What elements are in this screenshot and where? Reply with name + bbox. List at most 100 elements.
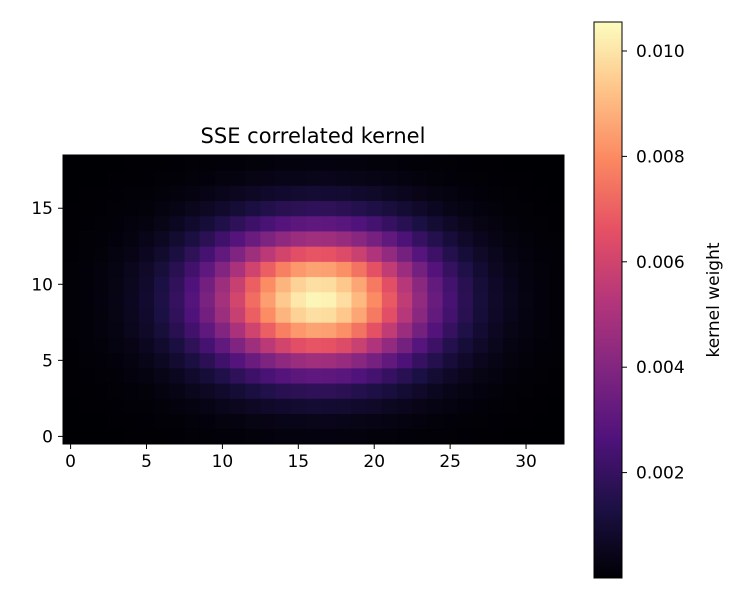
heatmap-cell	[397, 413, 413, 430]
heatmap-cell	[260, 322, 276, 338]
heatmap-cell	[230, 337, 246, 354]
heatmap-cell	[503, 352, 519, 369]
heatmap-cell	[154, 200, 170, 217]
heatmap-cell	[93, 352, 109, 369]
heatmap-cell	[366, 170, 383, 186]
heatmap-cell	[442, 428, 459, 445]
heatmap-cell	[169, 246, 185, 262]
heatmap-cell	[305, 185, 322, 202]
heatmap-cell	[78, 367, 94, 384]
heatmap-cell	[184, 231, 201, 247]
heatmap-cell	[321, 261, 337, 278]
heatmap-cell	[230, 322, 246, 338]
heatmap-cell	[472, 337, 489, 354]
heatmap-cell	[245, 322, 261, 338]
heatmap-cell	[336, 307, 352, 323]
heatmap-cell	[230, 413, 246, 430]
heatmap-cell	[397, 307, 413, 323]
heatmap-cell	[366, 413, 383, 430]
heatmap-cell	[169, 322, 185, 338]
heatmap-cell	[199, 276, 216, 293]
heatmap-cell	[108, 352, 125, 369]
heatmap-cell	[63, 337, 79, 354]
heatmap-cell	[518, 200, 535, 217]
heatmap-cell	[123, 383, 140, 399]
heatmap-cell	[214, 322, 231, 338]
heatmap-cell	[412, 231, 428, 247]
heatmap-cell	[63, 413, 79, 430]
heatmap-cell	[518, 383, 535, 399]
heatmap-cell	[245, 261, 261, 278]
heatmap-cell	[63, 185, 79, 202]
heatmap-cell	[533, 291, 550, 308]
heatmap-cell	[351, 215, 368, 232]
heatmap-cell	[472, 352, 489, 369]
heatmap-cell	[457, 352, 474, 369]
heatmap-cell	[427, 276, 443, 293]
heatmap-cell	[381, 307, 398, 323]
heatmap-cell	[154, 398, 170, 414]
heatmap-cell	[518, 231, 535, 247]
heatmap-cell	[442, 291, 459, 308]
heatmap-cell	[427, 383, 443, 399]
heatmap-cell	[381, 261, 398, 278]
heatmap-cell	[336, 291, 352, 308]
heatmap-cell	[214, 276, 231, 293]
heatmap-cell	[472, 383, 489, 399]
heatmap-cell	[397, 322, 413, 338]
heatmap-cell	[305, 155, 322, 171]
heatmap-cell	[548, 413, 565, 430]
heatmap-cell	[169, 291, 185, 308]
heatmap-cell	[260, 185, 276, 202]
heatmap-cell	[351, 200, 368, 217]
heatmap-cell	[199, 413, 216, 430]
heatmap-cell	[366, 383, 383, 399]
heatmap-cell	[184, 276, 201, 293]
heatmap-cell	[366, 352, 383, 369]
heatmap-cell	[412, 155, 428, 171]
heatmap-cell	[427, 231, 443, 247]
heatmap-cell	[518, 155, 535, 171]
heatmap-cell	[230, 352, 246, 369]
heatmap-cell	[427, 200, 443, 217]
heatmap-cell	[457, 215, 474, 232]
heatmap-cell	[138, 215, 155, 232]
heatmap-cell	[533, 276, 550, 293]
heatmap-cell	[63, 155, 79, 171]
heatmap-cell	[442, 276, 459, 293]
heatmap-cell	[78, 428, 94, 445]
heatmap-cell	[260, 246, 276, 262]
heatmap-cell	[351, 276, 368, 293]
heatmap-cell	[336, 352, 352, 369]
heatmap-cell	[366, 155, 383, 171]
heatmap-cell	[245, 383, 261, 399]
heatmap-cell	[199, 383, 216, 399]
heatmap-cell	[305, 231, 322, 247]
heatmap-cell	[442, 413, 459, 430]
heatmap-cell	[548, 231, 565, 247]
heatmap-cell	[214, 383, 231, 399]
heatmap-cell	[78, 322, 94, 338]
heatmap-cell	[108, 428, 125, 445]
heatmap-cell	[472, 276, 489, 293]
x-tick-label: 20	[363, 452, 385, 472]
heatmap-cell	[154, 367, 170, 384]
heatmap-cell	[199, 428, 216, 445]
heatmap-cell	[230, 291, 246, 308]
heatmap-cell	[518, 291, 535, 308]
heatmap-cell	[78, 231, 94, 247]
heatmap-cell	[93, 200, 109, 217]
heatmap-cell	[488, 383, 504, 399]
heatmap-cell	[427, 428, 443, 445]
heatmap-cell	[336, 185, 352, 202]
heatmap-cell	[518, 261, 535, 278]
heatmap-cell	[366, 398, 383, 414]
heatmap-cell	[290, 185, 307, 202]
heatmap-cell	[548, 337, 565, 354]
heatmap-cell	[472, 231, 489, 247]
heatmap-cell	[457, 231, 474, 247]
heatmap-cell	[548, 215, 565, 232]
y-tick-label: 0	[42, 427, 53, 447]
heatmap-cell	[275, 413, 292, 430]
heatmap-cell	[533, 231, 550, 247]
